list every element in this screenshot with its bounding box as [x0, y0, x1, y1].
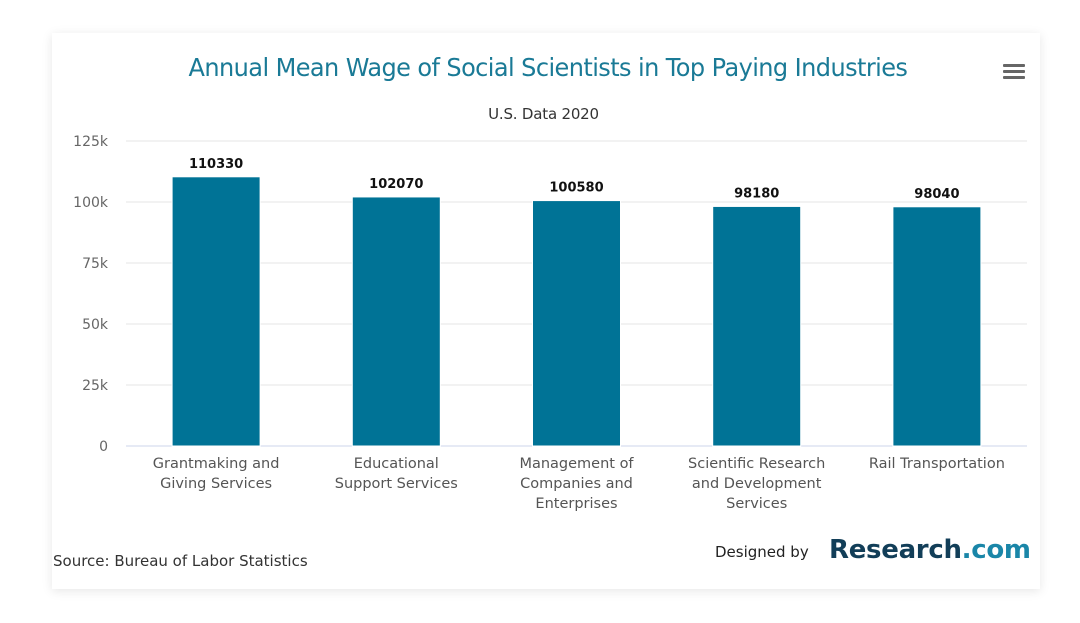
x-tick-label-line: Support Services — [334, 476, 458, 492]
x-tick-label-line: Companies and — [520, 476, 633, 492]
bar — [532, 200, 621, 447]
bar — [171, 176, 261, 447]
data-label: 98040 — [914, 187, 959, 202]
brand-main: Research — [829, 535, 962, 565]
y-tick-label: 100k — [73, 195, 109, 211]
bar — [351, 196, 441, 447]
y-tick-label: 75k — [82, 256, 109, 272]
y-tick-label: 125k — [73, 134, 109, 150]
brand-suffix: .com — [961, 535, 1031, 565]
data-label: 100580 — [549, 181, 603, 196]
y-tick-label: 0 — [99, 439, 108, 455]
x-tick-label: Educational Support Services — [306, 454, 486, 494]
source-note: Source: Bureau of Labor Statistics — [53, 552, 308, 570]
x-tick-label: Management of Companies and Enterprises — [487, 454, 667, 514]
x-tick-label: Scientific Research and Development Servic… — [667, 454, 847, 514]
x-tick-label-line: Rail Transportation — [868, 456, 1005, 472]
x-tick-label-line: and Development — [691, 476, 822, 492]
x-tick-label-line: Management of — [519, 456, 634, 472]
x-tick-label-line: Giving Services — [160, 476, 273, 492]
designed-by-label: Designed by — [715, 543, 809, 561]
y-tick-label: 25k — [82, 378, 109, 394]
chart-title: Annual Mean Wage of Social Scientists in… — [188, 53, 908, 82]
x-tick-label-line: Scientific Research — [688, 456, 826, 472]
x-tick-label-line: Services — [726, 496, 788, 512]
x-tick-label-line: Grantmaking and — [152, 456, 280, 472]
x-tick-label-line: Enterprises — [535, 496, 618, 512]
y-tick-label: 50k — [82, 317, 109, 333]
data-label: 110330 — [189, 157, 243, 172]
data-label: 98180 — [734, 186, 779, 201]
chart-subtitle: U.S. Data 2020 — [488, 105, 599, 123]
bar — [712, 205, 802, 447]
data-label: 102070 — [369, 177, 423, 192]
x-tick-label: Rail Transportation — [847, 454, 1027, 474]
hamburger-menu-icon[interactable] — [1003, 64, 1025, 82]
bar — [892, 206, 982, 447]
x-tick-label: Grantmaking and Giving Services — [126, 454, 306, 494]
brand-logo[interactable]: Research.com — [829, 535, 1031, 565]
x-tick-label-line: Educational — [353, 456, 439, 472]
